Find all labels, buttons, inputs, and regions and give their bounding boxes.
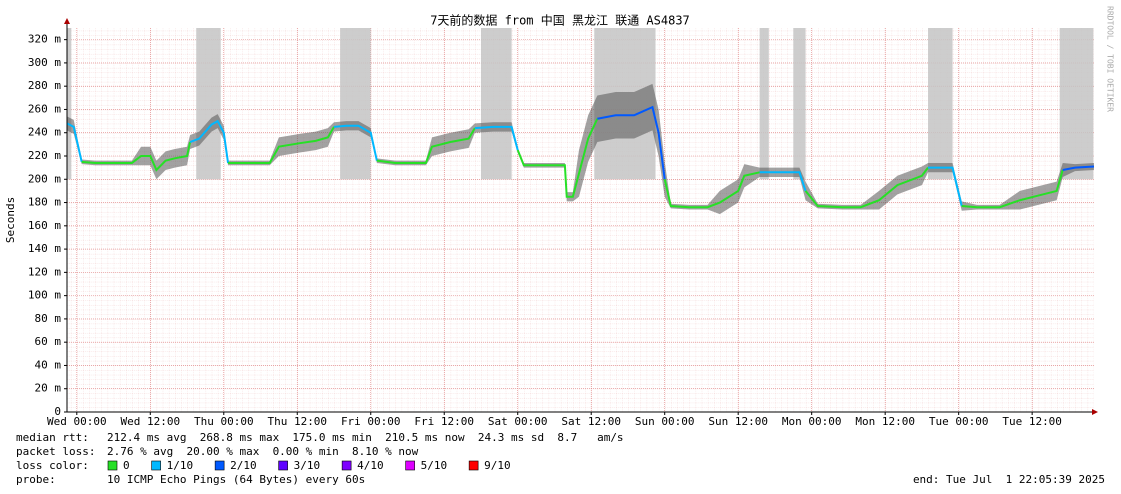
median-line: [961, 169, 1064, 209]
probe-text: 10 ICMP Echo Pings (64 Bytes) every 60s: [107, 473, 365, 486]
x-tick-label: Thu 12:00: [267, 415, 327, 428]
probe-label: probe:: [16, 473, 56, 486]
y-tick-label: 20 m: [35, 382, 62, 395]
y-tick-label: 60 m: [35, 335, 62, 348]
y-tick-label: 180 m: [28, 196, 61, 209]
median-line: [66, 122, 83, 163]
median-line: [928, 166, 963, 207]
median-line: [376, 127, 476, 164]
y-tick-label: 40 m: [35, 358, 62, 371]
stat-label: median rtt:: [16, 431, 89, 444]
legend-label: 5/10: [421, 459, 448, 472]
legend-swatch: [468, 460, 479, 471]
median-line: [663, 171, 760, 209]
y-tick-label: 280 m: [28, 79, 61, 92]
stat-label: packet loss:: [16, 445, 95, 458]
loss-spike: [480, 28, 512, 180]
legend-label: 9/10: [484, 459, 511, 472]
axis-arrow: [1092, 409, 1098, 415]
x-tick-label: Sun 12:00: [708, 415, 768, 428]
end-time: end: Tue Jul 1 22:05:39 2025: [913, 473, 1105, 486]
x-tick-label: Mon 00:00: [782, 415, 842, 428]
legend-swatch: [151, 460, 161, 471]
loss-spike: [340, 28, 371, 180]
loss-spike: [928, 28, 953, 180]
loss-color-label: loss color:: [16, 459, 89, 472]
x-tick-label: Wed 12:00: [120, 415, 180, 428]
median-line: [759, 171, 807, 192]
legend-swatch: [341, 460, 352, 471]
x-tick-label: Wed 00:00: [47, 415, 107, 428]
watermark: RRDTOOL / TOBI OETIKER: [1106, 6, 1115, 112]
y-tick-label: 0: [54, 405, 61, 418]
median-line: [474, 125, 519, 151]
legend-swatch: [405, 460, 415, 471]
loss-spike: [1059, 28, 1094, 180]
median-line: [804, 167, 929, 209]
y-tick-label: 120 m: [28, 265, 61, 278]
grid: [64, 28, 1094, 415]
loss-spike: [67, 28, 72, 180]
stat-text: 2.76 % avg 20.00 % max 0.00 % min 8.10 %…: [107, 445, 419, 458]
legend-swatch: [107, 460, 118, 471]
y-tick-label: 260 m: [28, 102, 61, 115]
x-tick-label: Fri 00:00: [341, 415, 401, 428]
x-tick-label: Fri 12:00: [414, 415, 474, 428]
x-tick-label: Tue 00:00: [929, 415, 989, 428]
median-line: [597, 105, 666, 180]
x-tick-label: Sat 00:00: [488, 415, 548, 428]
loss-spike: [196, 28, 221, 180]
x-tick-label: Thu 00:00: [194, 415, 254, 428]
y-tick-label: 100 m: [28, 289, 61, 302]
y-tick-label: 320 m: [28, 33, 61, 46]
y-tick-label: 80 m: [35, 312, 62, 325]
y-tick-label: 240 m: [28, 126, 61, 139]
chart-title: 7天前的数据 from 中国 黑龙江 联通 AS4837: [430, 13, 690, 28]
median-line: [333, 124, 378, 161]
median-line: [81, 141, 192, 172]
y-tick-label: 140 m: [28, 242, 61, 255]
median-line: [189, 119, 230, 164]
loss-spike: [759, 28, 769, 180]
stat-text: 212.4 ms avg 268.8 ms max 175.0 ms min 2…: [107, 431, 624, 444]
legend-swatch: [214, 460, 225, 471]
legend-swatch: [278, 460, 288, 471]
axis-arrow: [64, 18, 70, 24]
legend-label: 4/10: [357, 459, 384, 472]
smoke-band: [67, 83, 1094, 215]
y-axis-label: Seconds: [4, 197, 17, 243]
y-tick-label: 300 m: [28, 56, 61, 69]
legend-label: 0: [123, 459, 130, 472]
legend-label: 2/10: [230, 459, 257, 472]
legend-label: 1/10: [167, 459, 194, 472]
y-tick-label: 220 m: [28, 149, 61, 162]
labels: 0 20 m 40 m 60 m 80 m 100 m 120 m 140 m 160 m 180…: [16, 33, 1062, 472]
x-tick-label: Sat 12:00: [561, 415, 621, 428]
x-tick-label: Mon 12:00: [855, 415, 915, 428]
x-tick-label: Sun 00:00: [635, 415, 695, 428]
legend-label: 3/10: [294, 459, 321, 472]
x-tick-label: Tue 12:00: [1002, 415, 1062, 428]
plot: [66, 28, 1095, 215]
median-line: [1062, 165, 1095, 171]
y-tick-label: 200 m: [28, 172, 61, 185]
loss-spike: [793, 28, 806, 180]
y-tick-label: 160 m: [28, 219, 61, 232]
median-line: [228, 126, 335, 164]
median-line: [516, 118, 599, 198]
minor-grid: [67, 28, 1094, 412]
